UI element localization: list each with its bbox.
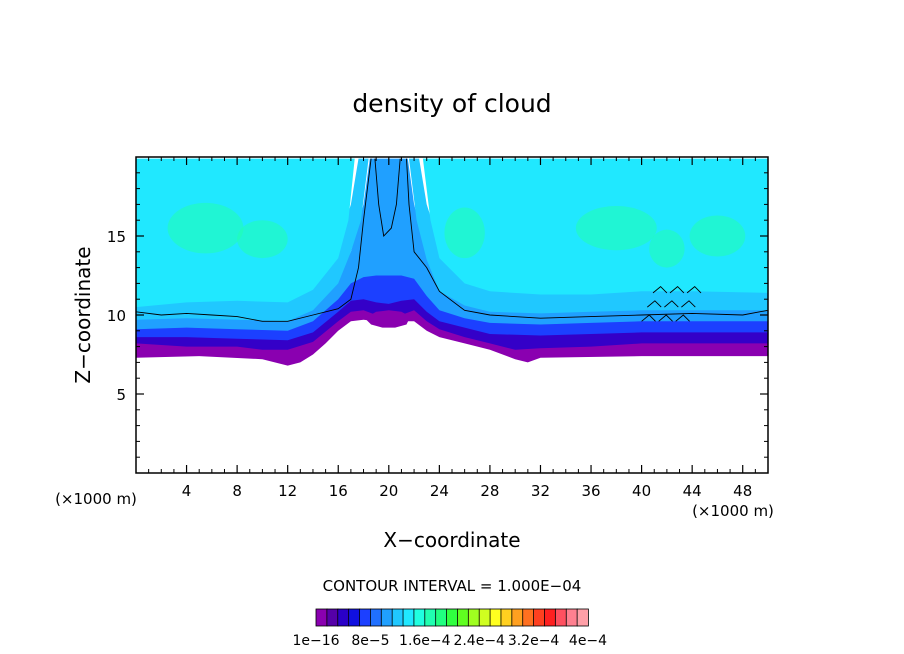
- contour-line-right: [406, 158, 768, 319]
- green-speckle-region: [237, 220, 288, 259]
- density-band-purple-patch: [364, 310, 411, 328]
- green-speckle-region: [167, 202, 244, 254]
- colorbar-swatch: [359, 608, 372, 627]
- colorbar-swatch: [315, 608, 328, 627]
- y-axis-label: Z−coordinate: [71, 246, 95, 383]
- green-speckle-region: [444, 207, 485, 259]
- colorbar-swatch: [467, 608, 481, 627]
- contour-wave-squiggle: [658, 314, 673, 322]
- colorbar: [315, 608, 589, 627]
- y-tick-label: 10: [107, 307, 126, 325]
- contour-interval-text: CONTOUR INTERVAL = 1.000E−04: [323, 577, 582, 595]
- x-tick-label: 44: [683, 482, 702, 500]
- colorbar-swatch: [337, 608, 350, 627]
- colorbar-swatch: [391, 608, 404, 627]
- colorbar-swatch: [402, 608, 415, 627]
- colorbar-swatch: [533, 608, 546, 627]
- colorbar-label: 1e−16: [292, 633, 339, 649]
- x-tick-label: 20: [379, 482, 398, 500]
- x-tick-label: 12: [278, 482, 297, 500]
- colorbar-label: 3.2e−4: [508, 633, 560, 649]
- contour-wave-squiggle: [669, 285, 685, 294]
- colorbar-swatch: [348, 608, 361, 627]
- colorbar-swatch: [424, 608, 437, 627]
- colorbar-swatch: [478, 608, 491, 627]
- colorbar-swatch: [544, 608, 557, 627]
- contour-line-left: [136, 158, 372, 322]
- colorbar-swatch: [369, 608, 383, 627]
- x-tick-label: 36: [581, 482, 600, 500]
- colorbar-label: 8e−5: [351, 633, 389, 649]
- colorbar-swatch: [380, 608, 393, 627]
- x-tick-label: 8: [232, 482, 242, 500]
- contour-line-core: [374, 158, 401, 237]
- chart-title: density of cloud: [352, 89, 551, 118]
- colorbar-swatch: [500, 608, 513, 627]
- x-axis-label: X−coordinate: [383, 528, 520, 552]
- y-tick-label: 15: [107, 228, 126, 246]
- x-tick-label: 16: [329, 482, 348, 500]
- y-tick-label: 5: [116, 386, 126, 404]
- colorbar-swatch: [446, 608, 459, 627]
- x-tick-label: 4: [182, 482, 192, 500]
- colorbar-swatch: [457, 608, 470, 627]
- x-tick-label: 48: [733, 482, 752, 500]
- contour-wave-squiggle: [647, 300, 662, 308]
- x-unit-label-right: (×1000 m): [692, 502, 774, 520]
- colorbar-swatch: [576, 608, 589, 627]
- colorbar-label: 1.6e−4: [399, 633, 451, 649]
- x-tick-label: 40: [632, 482, 651, 500]
- plot-area: [136, 157, 768, 473]
- contour-wave-squiggle: [641, 314, 656, 322]
- green-speckle-region: [649, 229, 685, 268]
- colorbar-label: 4e−4: [569, 633, 607, 649]
- colorbar-swatch: [522, 608, 535, 627]
- contour-wave-squiggle: [686, 285, 702, 294]
- contour-wave-squiggle: [652, 285, 668, 294]
- contour-wave-squiggle: [681, 300, 696, 308]
- x-tick-label: 32: [531, 482, 550, 500]
- x-tick-label: 28: [480, 482, 499, 500]
- colorbar-swatch: [413, 608, 426, 627]
- colorbar-swatch: [489, 608, 502, 627]
- x-tick-label: 24: [430, 482, 449, 500]
- x-unit-label-left: (×1000 m): [55, 490, 137, 508]
- contour-wave-squiggle: [664, 300, 679, 308]
- contour-wave-squiggle: [675, 314, 690, 322]
- colorbar-swatch: [435, 608, 448, 627]
- green-speckle-region: [575, 205, 657, 251]
- colorbar-swatch: [565, 608, 578, 627]
- colorbar-swatch: [554, 608, 568, 627]
- colorbar-swatch: [511, 608, 524, 627]
- colorbar-label: 2.4e−4: [453, 633, 505, 649]
- green-speckle-region: [689, 215, 746, 257]
- colorbar-swatch: [326, 608, 339, 627]
